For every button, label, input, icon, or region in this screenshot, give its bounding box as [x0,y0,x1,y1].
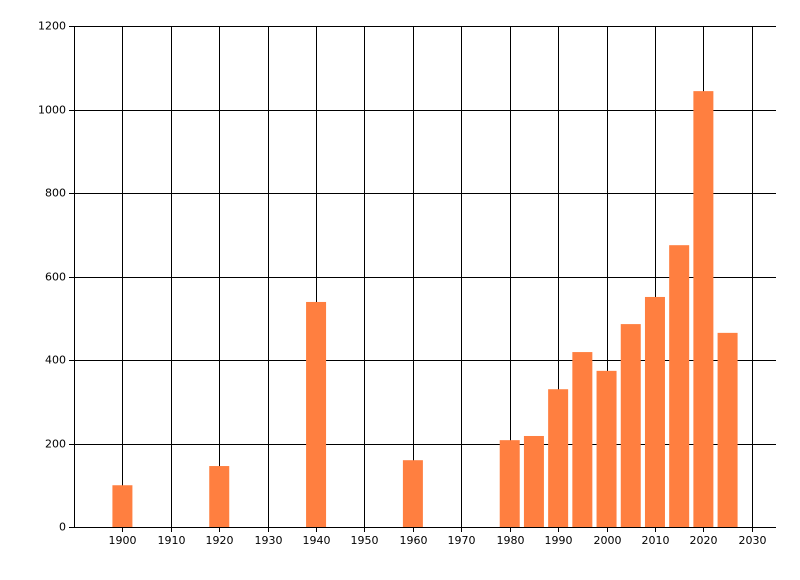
bar [112,485,133,527]
x-tick-label: 2030 [739,534,767,547]
y-tick-label: 400 [45,354,66,367]
y-tick-label: 0 [59,521,66,534]
x-tick-label: 1990 [545,534,573,547]
bar [523,435,544,527]
x-tick-label: 1900 [109,534,137,547]
x-tick-label: 1940 [303,534,331,547]
y-tick-label: 200 [45,438,66,451]
bar [620,324,641,527]
y-tick-label: 1200 [38,20,66,33]
x-tick-label: 1960 [400,534,428,547]
x-tick-label: 1970 [448,534,476,547]
x-tick-label: 1930 [255,534,283,547]
bar [499,440,520,527]
x-tick-label: 1950 [351,534,379,547]
x-tick-label: 1920 [206,534,234,547]
bar [572,352,593,527]
x-tick-label: 2000 [594,534,622,547]
bar [402,460,423,527]
y-tick-label: 800 [45,187,66,200]
bar [548,389,569,527]
bar [644,296,665,527]
bar [717,332,738,527]
x-tick-label: 1980 [497,534,525,547]
bar [596,370,617,527]
y-tick-label: 1000 [38,104,66,117]
y-tick-label: 600 [45,271,66,284]
x-tick-label: 2020 [690,534,718,547]
bar [306,301,327,527]
bar [669,245,690,527]
bar [209,466,230,527]
bar [693,91,714,527]
x-tick-label: 1910 [158,534,186,547]
x-tick-label: 2010 [642,534,670,547]
